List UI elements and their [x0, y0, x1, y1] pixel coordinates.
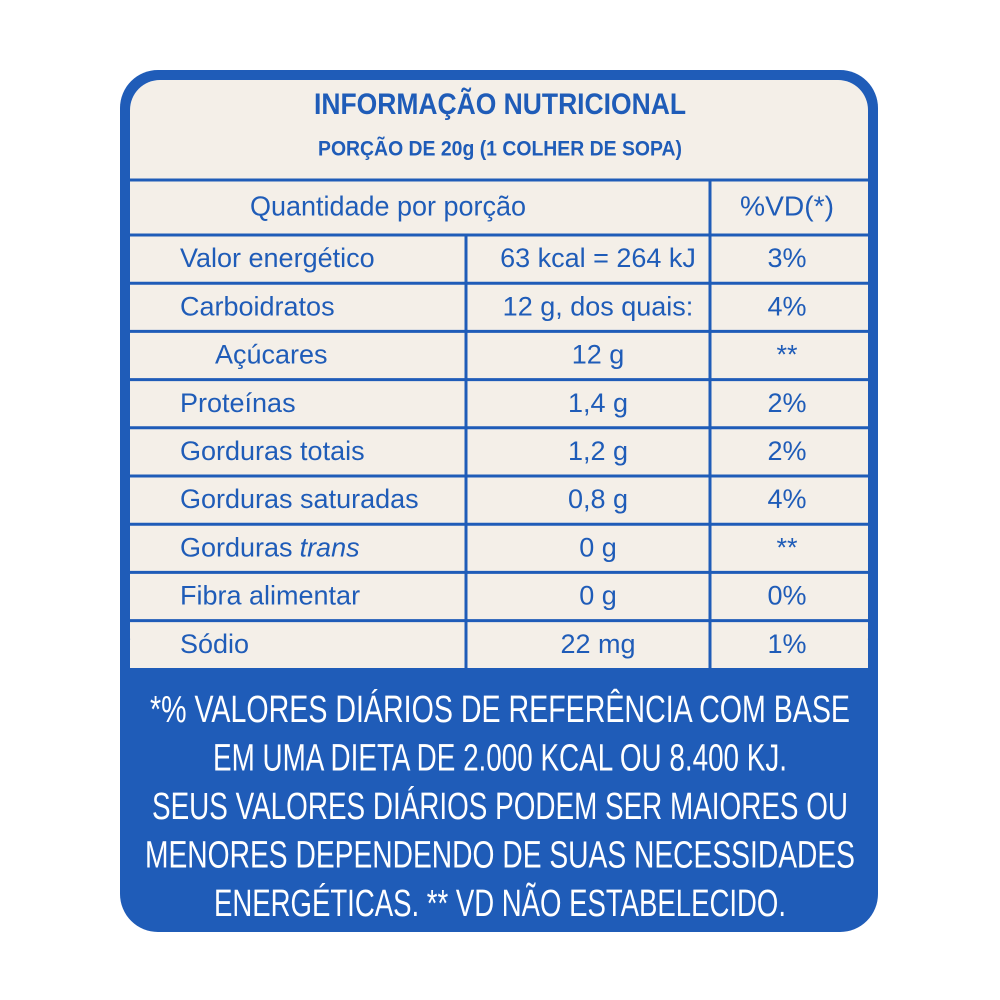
table-panel [130, 80, 868, 668]
amount: 12 g [572, 340, 625, 370]
amount: 63 kcal = 264 kJ [500, 243, 696, 273]
nutrient-name: Gorduras trans [180, 532, 360, 562]
amount: 12 g, dos quais: [503, 291, 694, 321]
amount: 0 g [579, 581, 617, 611]
amount: 0 g [579, 532, 617, 562]
daily-value: ** [776, 532, 798, 562]
subtitle: PORÇÃO DE 20g (1 COLHER DE SOPA) [318, 138, 682, 161]
nutrient-name: Valor energético [180, 243, 375, 273]
nutrient-name-italic: trans [300, 532, 360, 562]
nutrient-name: Proteínas [180, 388, 296, 418]
daily-value: 3% [767, 243, 806, 273]
daily-value: 0% [767, 581, 806, 611]
daily-value: 4% [767, 291, 806, 321]
nutrient-name: Açúcares [215, 340, 328, 370]
nutrient-name-text: Gorduras [180, 532, 293, 562]
daily-value: 1% [767, 629, 806, 659]
nutrient-name: Gorduras totais [180, 436, 365, 466]
column-header: %VD(*) [740, 190, 834, 221]
nutrient-name: Gorduras saturadas [180, 484, 419, 514]
daily-value: ** [776, 340, 798, 370]
footnote: *% VALORES DIÁRIOS DE REFERÊNCIA COM BAS… [145, 688, 855, 925]
nutrient-name: Carboidratos [180, 291, 335, 321]
footnote-line: MENORES DEPENDENDO DE SUAS NECESSIDADES [145, 835, 855, 877]
nutrient-name: Sódio [180, 629, 249, 659]
title: INFORMAÇÃO NUTRICIONAL [314, 87, 686, 121]
table-body: Valor energético 63 kcal = 264 kJ 3% Carboi… [130, 233, 868, 659]
amount: 1,2 g [568, 436, 628, 466]
daily-value: 4% [767, 484, 806, 514]
amount: 0,8 g [568, 484, 628, 514]
daily-value: 2% [767, 388, 806, 418]
nutrient-name: Fibra alimentar [180, 581, 360, 611]
table-panel-base [130, 640, 868, 668]
footnote-line: ENERGÉTICAS. ** VD NÃO ESTABELECIDO. [214, 882, 786, 925]
amount: 22 mg [560, 629, 635, 659]
footnote-line: *% VALORES DIÁRIOS DE REFERÊNCIA COM BAS… [150, 688, 850, 731]
daily-value: 2% [767, 436, 806, 466]
footnote-line: SEUS VALORES DIÁRIOS PODEM SER MAIORES O… [152, 785, 848, 828]
column-header: Quantidade por porção [250, 190, 526, 221]
amount: 1,4 g [568, 388, 628, 418]
footnote-line: EM UMA DIETA DE 2.000 KCAL OU 8.400 KJ. [213, 738, 787, 780]
